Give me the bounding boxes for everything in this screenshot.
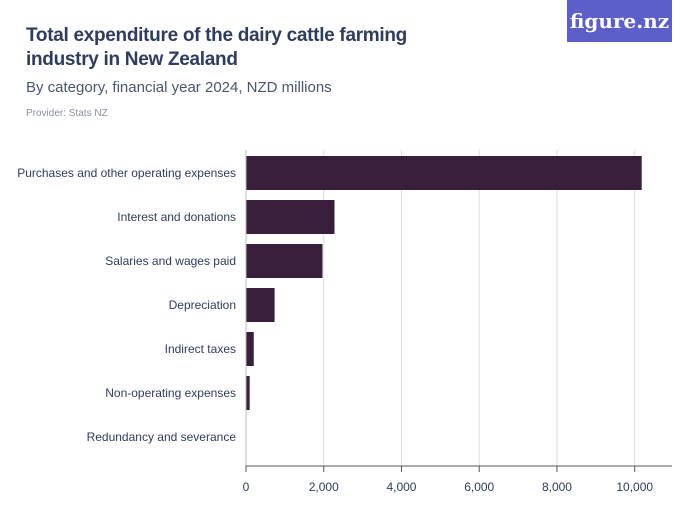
chart-title: Total expenditure of the dairy cattle fa… — [26, 25, 407, 70]
x-tick-label: 10,000 — [616, 480, 653, 494]
x-tick-label: 4,000 — [386, 480, 416, 494]
bar — [246, 200, 335, 234]
x-tick-label: 2,000 — [309, 480, 339, 494]
x-tick-label: 0 — [243, 480, 250, 494]
bar — [246, 156, 642, 190]
bar — [246, 288, 275, 322]
chart-subtitle: By category, financial year 2024, NZD mi… — [26, 79, 332, 96]
category-label: Purchases and other operating expenses — [17, 166, 236, 180]
bar — [246, 332, 254, 366]
category-label: Redundancy and severance — [87, 430, 237, 444]
category-label: Depreciation — [169, 298, 236, 312]
bar — [246, 244, 323, 278]
category-label: Interest and donations — [117, 210, 236, 224]
category-label: Non-operating expenses — [105, 386, 236, 400]
bar — [246, 376, 250, 410]
figure-nz-logo[interactable]: figure.nz — [567, 0, 672, 42]
provider-label: Provider: Stats NZ — [26, 108, 108, 119]
x-tick-label: 8,000 — [542, 480, 572, 494]
category-label: Indirect taxes — [165, 342, 236, 356]
category-label: Salaries and wages paid — [105, 254, 236, 268]
x-tick-label: 6,000 — [464, 480, 494, 494]
